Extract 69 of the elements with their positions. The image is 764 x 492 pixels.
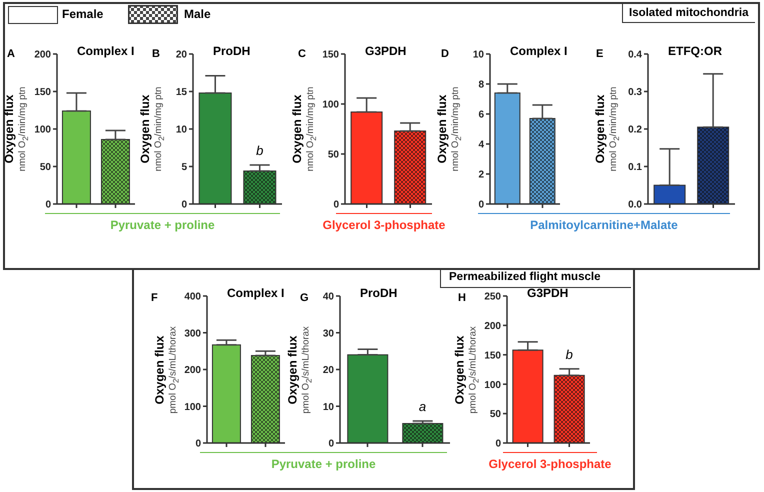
y-tick-label: 0 (195, 438, 202, 450)
y-tick-label: 200 (184, 365, 202, 376)
y-tick-label: 10 (176, 124, 188, 136)
text: Glycerol 3-phosphate (488, 457, 612, 471)
text: Isolated mitochondria (622, 4, 754, 23)
y-tick-label: 0 (45, 200, 52, 211)
y-tick-label: 150 (322, 50, 340, 61)
chart-title: Complex I (227, 286, 284, 300)
text: D (441, 48, 449, 60)
y-tick-label: 0 (333, 200, 340, 211)
y-tick-label: 400 (184, 292, 202, 303)
text: H (458, 292, 466, 304)
y-tick-label: 0.3 (628, 87, 642, 98)
text: F (151, 292, 158, 304)
text: B (152, 48, 160, 60)
text: G (300, 292, 309, 304)
y-tick-label: 0 (495, 438, 502, 450)
y-tick-label: 6 (478, 110, 484, 121)
y-tick-label: 300 (184, 328, 202, 340)
y-tick-label: 5 (181, 162, 188, 174)
y-tick-label: 15 (176, 87, 188, 98)
y-tick-label: 50 (328, 150, 340, 161)
y-tick-label: 10 (472, 50, 484, 61)
y-tick-label: 50 (40, 162, 52, 174)
text: Glycerol 3-phosphate (322, 218, 446, 232)
y-tick-label: 4 (478, 140, 484, 151)
annotation: b (564, 346, 574, 362)
y-tick-label: 8 (478, 80, 484, 91)
y-tick-label: 0 (181, 200, 188, 211)
y-tick-label: 0.1 (628, 162, 642, 174)
text: C (298, 48, 306, 60)
annotation: a (418, 398, 428, 414)
y-tick-label: 0 (478, 200, 484, 211)
y-tick-label: 10 (322, 402, 334, 413)
y-tick-label: 0.4 (628, 50, 642, 61)
chart-title: G3PDH (527, 286, 568, 300)
annotation: b (255, 143, 264, 158)
chart-title: Complex I (510, 44, 568, 58)
text: Pyruvate + proline (270, 457, 377, 471)
chart-title: Complex I (77, 44, 134, 58)
chart-title: ETFQ:OR (668, 44, 722, 58)
y-tick-label: 100 (184, 402, 202, 413)
y-tick-label: 20 (322, 365, 334, 376)
y-tick-label: 200 (484, 320, 502, 332)
y-tick-label: 100 (484, 380, 502, 391)
y-tick-label: 50 (490, 409, 502, 420)
y-tick-label: 150 (34, 87, 52, 98)
chart-title: G3PDH (365, 44, 406, 58)
text: Palmitoylcarnitine+Malate (529, 218, 679, 232)
y-tick-label: 2 (478, 170, 484, 181)
text: Male (184, 7, 211, 21)
y-tick-label: 250 (484, 292, 502, 303)
y-tick-label: 20 (176, 50, 188, 61)
y-tick-label: 200 (34, 50, 52, 61)
y-tick-label: 100 (34, 124, 52, 136)
y-tick-label: 100 (322, 100, 340, 111)
text: Female (62, 7, 104, 21)
chart-title: ProDH (360, 286, 398, 300)
text: E (596, 48, 604, 60)
y-tick-label: 30 (322, 328, 334, 340)
y-tick-label: 40 (322, 292, 334, 303)
text: A (7, 48, 15, 60)
text: Permeabilized flight muscle (449, 271, 600, 283)
y-tick-label: 150 (484, 350, 502, 362)
chart-title: ProDH (213, 44, 250, 58)
y-tick-label: 0.0 (628, 200, 642, 211)
y-tick-label: 0.2 (628, 124, 642, 136)
y-tick-label: 0 (328, 438, 334, 450)
text: Pyruvate + proline (109, 218, 216, 232)
